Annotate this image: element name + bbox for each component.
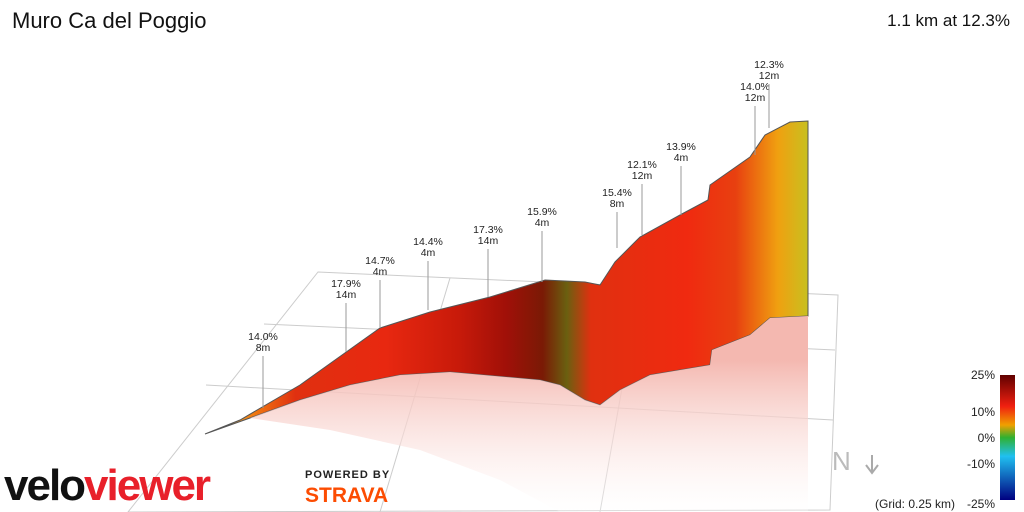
legend-tick: -25% xyxy=(967,497,995,511)
grid-note: (Grid: 0.25 km) xyxy=(875,497,955,511)
annotation-length: 14m xyxy=(478,235,499,247)
annotation-length: 4m xyxy=(421,247,436,259)
legend-tick: 0% xyxy=(978,431,996,445)
powered-by: POWERED BY xyxy=(305,469,390,481)
annotation-gradient: 12.3% xyxy=(754,59,784,71)
annotation-gradient: 14.0% xyxy=(740,81,770,93)
annotation-length: 14m xyxy=(336,289,357,301)
legend-tick: 10% xyxy=(971,405,995,419)
annotation-gradient: 14.0% xyxy=(248,331,278,343)
color-scale xyxy=(1000,375,1015,500)
annotation-length: 8m xyxy=(610,198,625,210)
compass-arrow xyxy=(865,455,879,475)
logo: veloviewer xyxy=(4,461,211,510)
logo-prefix: velo xyxy=(4,461,85,510)
legend-labels: 25% 10% 0% -10% -25% xyxy=(967,368,995,511)
annotation-gradient: 17.3% xyxy=(473,224,503,236)
annotation-length: 4m xyxy=(373,266,388,278)
annotation-length: 12m xyxy=(745,92,766,104)
legend-tick: 25% xyxy=(971,368,995,382)
annotation-length: 8m xyxy=(256,342,271,354)
reflection xyxy=(250,316,808,512)
annotation-length: 12m xyxy=(632,170,653,182)
annotation-gradient: 14.7% xyxy=(365,255,395,267)
legend-tick: -10% xyxy=(967,457,995,471)
title: Muro Ca del Poggio xyxy=(12,8,206,33)
annotation-length: 4m xyxy=(535,217,550,229)
annotation-gradient: 17.9% xyxy=(331,278,361,290)
annotation-gradient: 13.9% xyxy=(666,141,696,153)
compass: N xyxy=(832,446,851,476)
annotation-length: 12m xyxy=(759,70,780,82)
annotations: 14.0%8m17.9%14m14.7%4m14.4%4m17.3%14m15.… xyxy=(248,59,784,408)
annotation-gradient: 14.4% xyxy=(413,236,443,248)
annotation-gradient: 15.4% xyxy=(602,187,632,199)
logo-suffix: viewer xyxy=(84,461,211,510)
annotation-gradient: 15.9% xyxy=(527,206,557,218)
summary: 1.1 km at 12.3% xyxy=(887,11,1010,30)
strava: STRAVA xyxy=(305,484,388,507)
annotation-gradient: 12.1% xyxy=(627,159,657,171)
annotation-length: 4m xyxy=(674,152,689,164)
